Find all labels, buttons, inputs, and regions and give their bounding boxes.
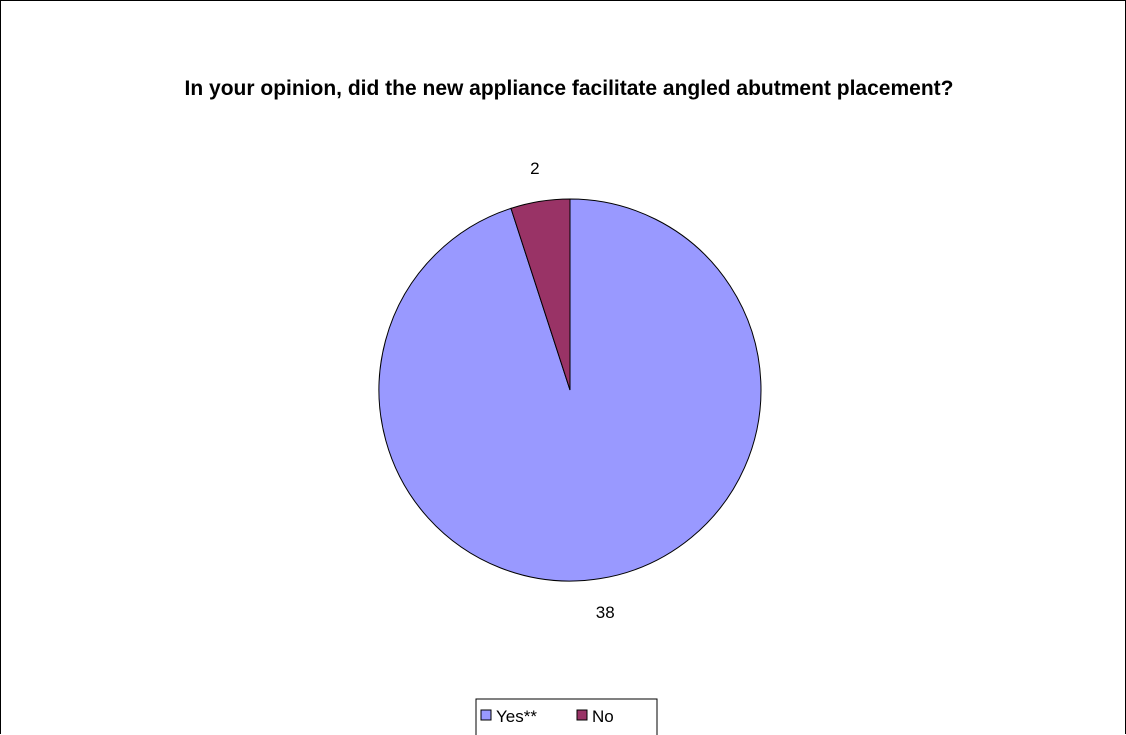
legend-swatch-yes — [480, 709, 492, 721]
legend-label-yes: Yes** — [496, 707, 537, 726]
legend-entries: Yes** No — [480, 707, 614, 726]
data-label-yes: 38 — [596, 603, 615, 622]
data-label-no: 2 — [530, 159, 539, 178]
legend: Yes** No — [475, 698, 658, 735]
pie-data-labels: 38 2 — [530, 159, 615, 622]
legend-swatch-no — [576, 709, 588, 721]
legend-box — [475, 698, 658, 735]
chart-title: In your opinion, did the new appliance f… — [185, 77, 954, 100]
pie-slices — [378, 198, 762, 582]
legend-label-no: No — [592, 707, 614, 726]
pie-slice-no — [510, 198, 571, 391]
